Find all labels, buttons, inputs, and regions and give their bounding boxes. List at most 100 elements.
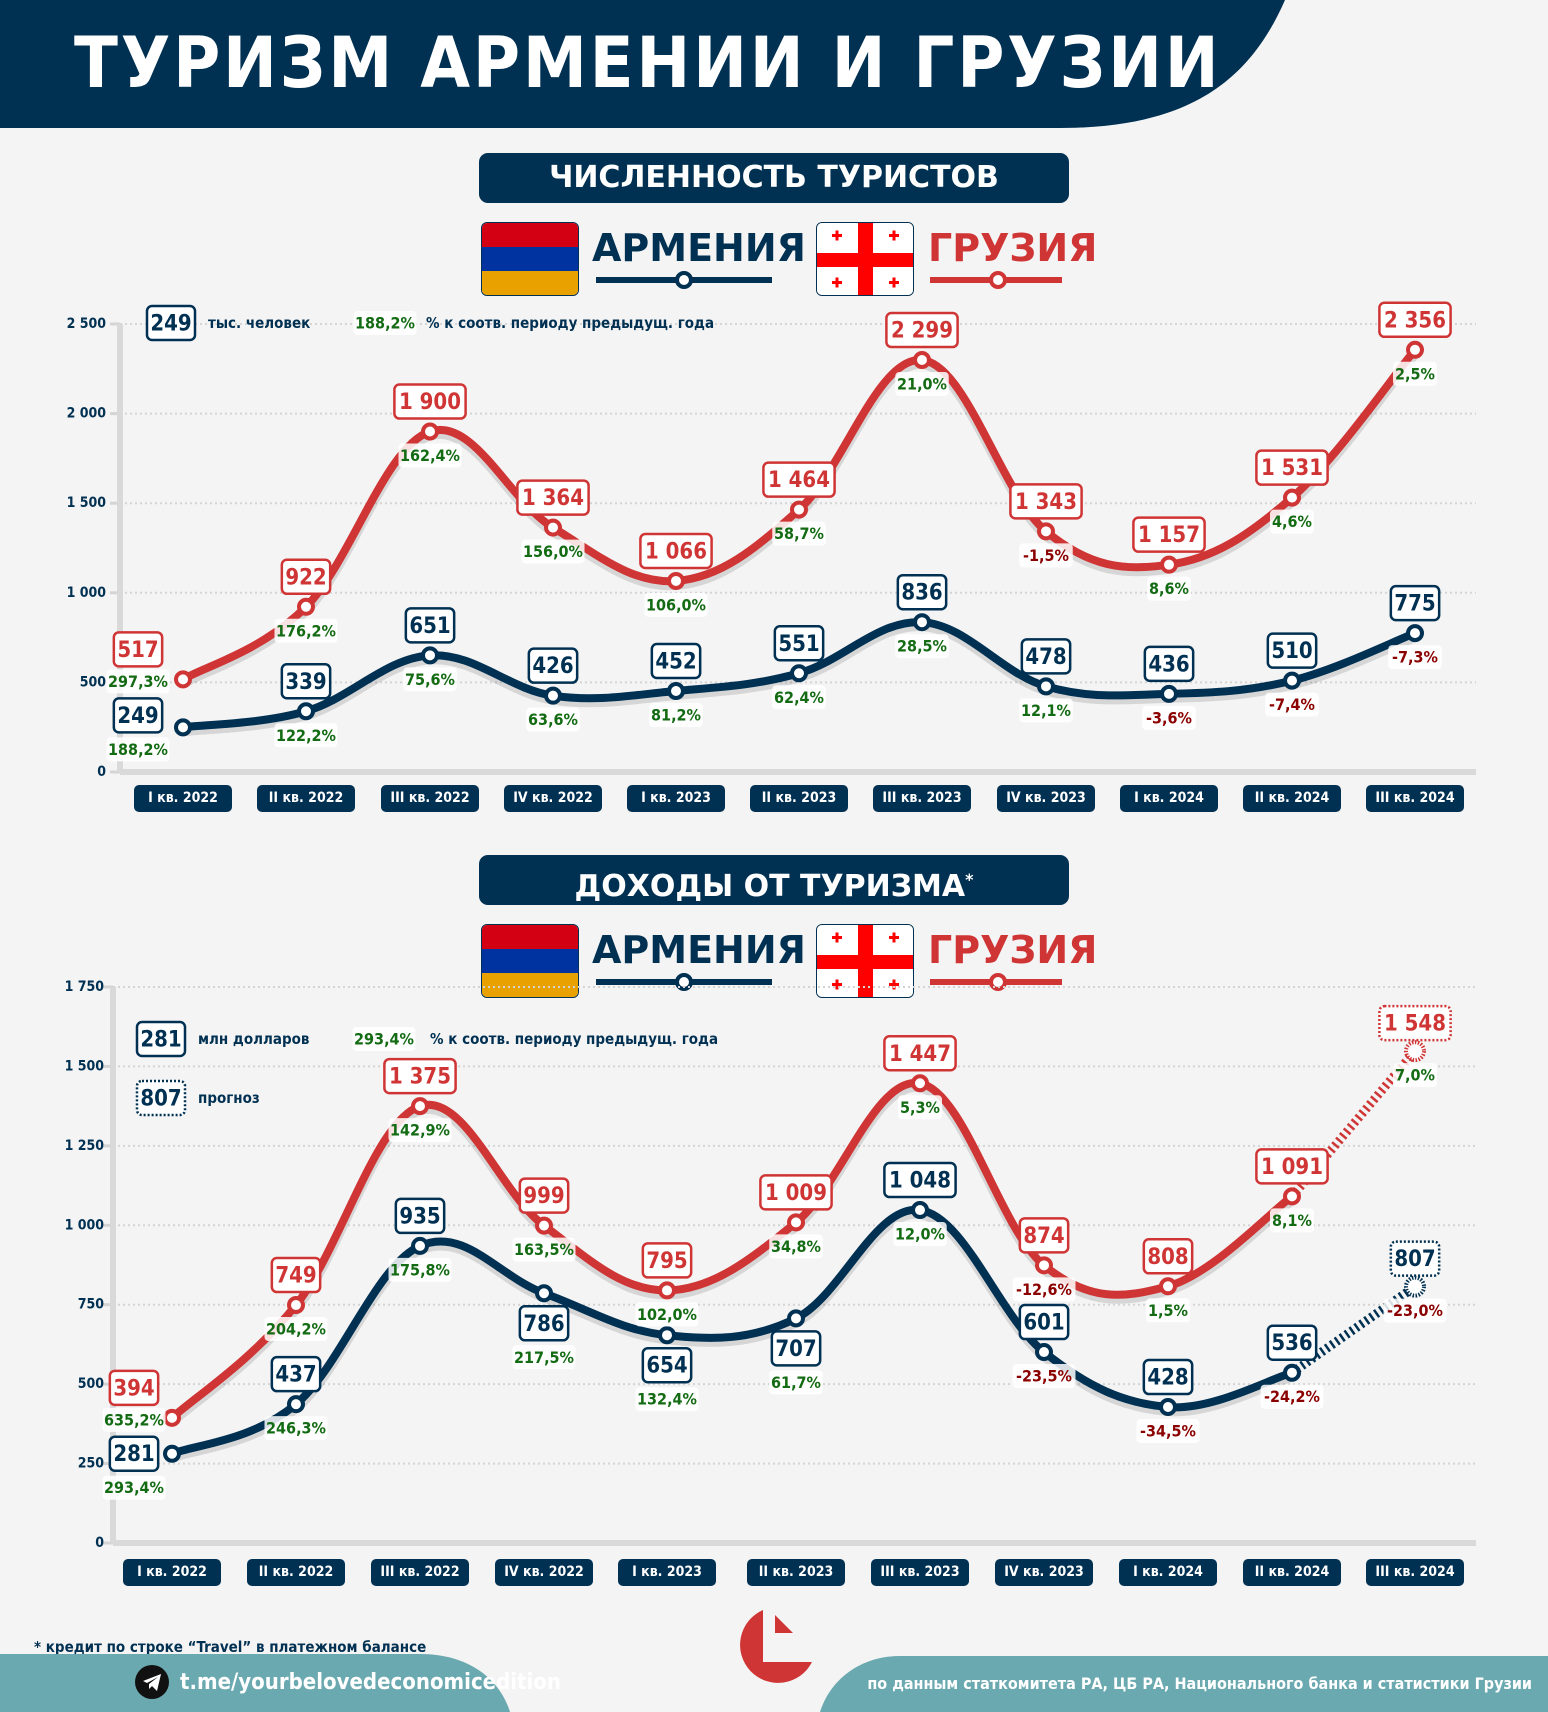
value-label-text: 1 364 <box>522 486 584 511</box>
value-label-armenia: 536 <box>1266 1324 1318 1361</box>
yoy-label-text: 106,0% <box>646 595 706 614</box>
x-tick-label-text: I кв. 2023 <box>632 1564 702 1580</box>
yoy-label: 63,6% <box>526 707 580 732</box>
header-background <box>0 0 1285 128</box>
value-label-georgia: 1 343 <box>1009 483 1083 520</box>
value-label-armenia: 478 <box>1020 638 1072 675</box>
yoy-label-bg <box>898 1095 942 1120</box>
yoy-label-text: 1,5% <box>1148 1301 1188 1320</box>
yoy-label-text: -12,6% <box>1016 1280 1072 1299</box>
forecast-marker-ring <box>1404 1040 1426 1063</box>
yoy-label: 156,0% <box>521 539 585 564</box>
unit-legend-box <box>145 304 197 342</box>
value-label-armenia: 551 <box>773 625 825 662</box>
value-label-text: 478 <box>1025 645 1066 670</box>
x-tick-label: III кв. 2024 <box>1366 785 1464 812</box>
x-tick-label: II кв. 2023 <box>750 785 848 812</box>
value-label-armenia: 707 <box>770 1330 822 1367</box>
telegram-icon[interactable] <box>134 1664 170 1700</box>
pct-legend-bg <box>352 1027 416 1051</box>
yoy-label: -12,6% <box>1012 1277 1076 1302</box>
forecast-legend-box <box>135 1079 187 1117</box>
value-label-georgia: 922 <box>280 558 332 596</box>
series-line-georgia <box>168 1079 1296 1422</box>
value-label-text: 707 <box>775 1337 816 1362</box>
value-label-box <box>883 1161 957 1199</box>
yoy-label: 204,2% <box>264 1317 328 1342</box>
x-tick-label: IV кв. 2022 <box>504 785 602 812</box>
yoy-label: 58,7% <box>772 521 826 546</box>
data-point-marker <box>787 1309 805 1328</box>
value-label-georgia: 1 375 <box>383 1057 457 1095</box>
y-tick-label: 250 <box>78 1456 105 1472</box>
x-tick-label-bg <box>997 785 1095 812</box>
value-label-box <box>1020 638 1072 675</box>
yoy-label: 4,6% <box>1270 509 1314 534</box>
x-tick-label-bg <box>618 1559 716 1586</box>
value-label-box <box>270 1256 322 1294</box>
value-label-box <box>883 1035 957 1072</box>
y-tick-label: 750 <box>78 1297 105 1313</box>
value-label-text: 536 <box>1271 1331 1312 1356</box>
x-tick-label-text: III кв. 2022 <box>390 790 469 806</box>
yoy-label: 5,3% <box>898 1095 942 1120</box>
yoy-label-bg <box>274 618 338 643</box>
data-point-marker <box>790 500 808 519</box>
yoy-label: -34,5% <box>1136 1419 1200 1444</box>
yoy-label-text: 188,2% <box>108 740 168 759</box>
value-label-text: 1 447 <box>889 1042 951 1067</box>
yoy-label-text: 58,7% <box>774 524 824 543</box>
value-label-georgia: 1 900 <box>393 383 467 420</box>
value-label-armenia: 452 <box>650 642 702 680</box>
yoy-label-bg <box>772 521 826 546</box>
yoy-label-bg <box>649 703 703 728</box>
x-tick-label-text: I кв. 2023 <box>641 790 711 806</box>
value-label-text: 394 <box>113 1376 154 1401</box>
data-point-marker <box>1035 1343 1053 1362</box>
value-label-text: 437 <box>275 1363 316 1388</box>
value-label-text: 517 <box>117 638 158 663</box>
y-tick-label: 2 500 <box>67 316 107 332</box>
yoy-label-text: 156,0% <box>523 542 583 561</box>
yoy-label-bg <box>1147 576 1191 601</box>
value-label-box <box>773 625 825 662</box>
yoy-label-text: -24,2% <box>1264 1387 1320 1406</box>
value-label-text: 654 <box>646 1354 687 1379</box>
unit-legend: 281 млн долларов 293,4% % к соотв. периоду … <box>135 1020 718 1058</box>
telegram-link[interactable]: t.me/yourbelovedeconomicedition <box>180 1670 561 1695</box>
value-label-text: 999 <box>523 1184 564 1209</box>
data-point-marker <box>174 718 192 737</box>
value-label-armenia: 651 <box>404 607 456 644</box>
value-label-armenia: 775 <box>1389 584 1441 622</box>
data-point-marker <box>535 1284 553 1303</box>
unit-legend-label: млн долларов <box>198 1030 309 1048</box>
header-banner: ТУРИЗМ АРМЕНИИ И ГРУЗИИ <box>0 0 1548 130</box>
pct-legend-value: 188,2% <box>355 314 415 333</box>
y-tick-label: 500 <box>80 674 107 690</box>
x-tick-label-bg <box>134 785 232 812</box>
yoy-label: -3,6% <box>1142 705 1196 730</box>
x-tick-label-bg <box>247 1559 345 1586</box>
value-label-armenia: 807 <box>1389 1240 1441 1277</box>
yoy-label-bg <box>1146 1298 1190 1323</box>
x-tick-label: III кв. 2022 <box>371 1559 469 1586</box>
yoy-label: 102,0% <box>635 1302 699 1327</box>
yoy-label-text: 21,0% <box>897 375 947 394</box>
x-tick-label-text: IV кв. 2022 <box>504 1564 584 1580</box>
value-label-georgia: 749 <box>270 1256 322 1294</box>
forecast-legend: 807 прогноз <box>135 1079 260 1117</box>
yoy-label-text: 12,1% <box>1021 701 1071 720</box>
forecast-point-marker <box>1404 1040 1426 1063</box>
value-label-box <box>1389 1240 1441 1277</box>
yoy-label-bg <box>398 443 462 468</box>
section-title-revenue: ДОХОДЫ ОТ ТУРИЗМА* <box>479 855 1069 905</box>
yoy-label-text: 61,7% <box>771 1373 821 1392</box>
value-label-georgia: 1 531 <box>1255 449 1329 486</box>
section-title-tourists: ЧИСЛЕННОСТЬ ТУРИСТОВ <box>479 153 1069 203</box>
x-tick-label-text: II кв. 2024 <box>1255 1564 1330 1580</box>
series-line-armenia <box>168 1206 1296 1458</box>
value-label-box <box>1255 1148 1329 1185</box>
value-label-georgia: 1 364 <box>516 479 590 516</box>
x-tick-label-bg <box>1366 785 1464 812</box>
data-point-marker <box>913 351 931 370</box>
